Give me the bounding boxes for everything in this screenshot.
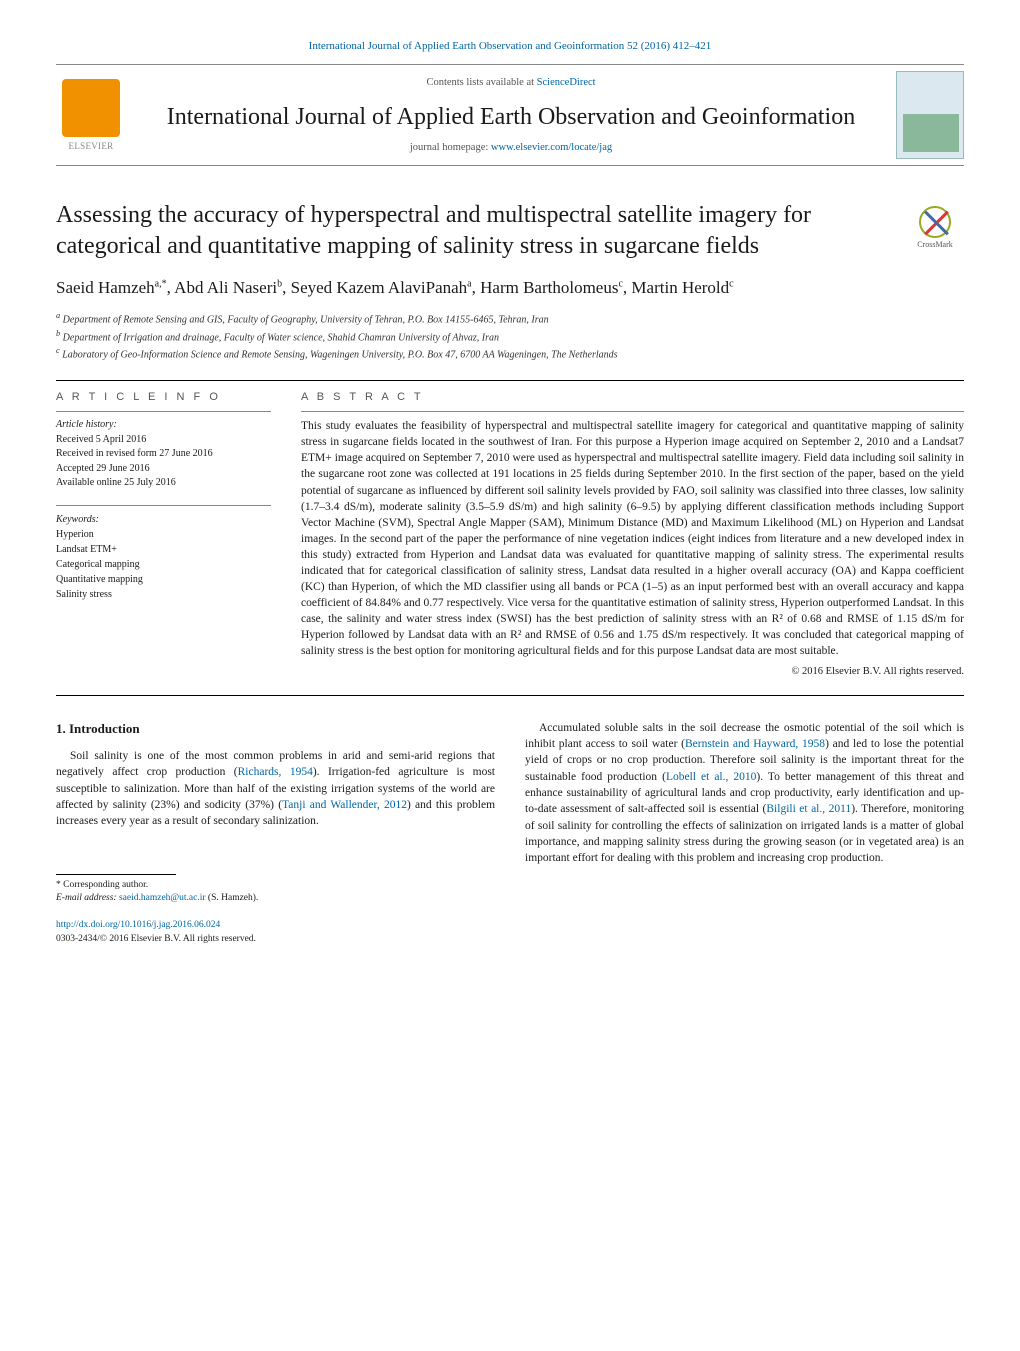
issn-line: 0303-2434/© 2016 Elsevier B.V. All right… [56, 934, 256, 944]
header-rule [56, 165, 964, 166]
crossmark-badge[interactable]: CrossMark [906, 200, 964, 249]
keyword: Categorical mapping [56, 557, 271, 572]
cite-bilgili[interactable]: Bilgili et al., 2011 [766, 803, 851, 815]
abs-rule [301, 411, 964, 412]
crossmark-label: CrossMark [917, 240, 953, 249]
keyword: Salinity stress [56, 587, 271, 602]
contents-prefix: Contents lists available at [426, 77, 536, 88]
title-row: Assessing the accuracy of hyperspectral … [56, 200, 964, 262]
history-accepted: Accepted 29 June 2016 [56, 462, 271, 477]
crossmark-icon [919, 206, 951, 238]
corresponding-author: * Corresponding author. [56, 879, 495, 892]
journal-name: International Journal of Applied Earth O… [140, 102, 882, 132]
authors: Saeid Hamzeha,*, Abd Ali Naserib, Seyed … [56, 276, 964, 300]
article-info-heading: A R T I C L E I N F O [56, 391, 271, 403]
affiliation-line: b Department of Irrigation and drainage,… [56, 328, 964, 345]
keyword: Hyperion [56, 527, 271, 542]
cite-bernstein[interactable]: Bernstein and Hayward, 1958 [685, 738, 825, 750]
email-label: E-mail address: [56, 893, 119, 903]
elsevier-label: ELSEVIER [69, 141, 114, 151]
history-online: Available online 25 July 2016 [56, 476, 271, 491]
top-rule [56, 64, 964, 65]
intro-heading: 1. Introduction [56, 720, 495, 738]
doi-block: http://dx.doi.org/10.1016/j.jag.2016.06.… [56, 919, 495, 946]
intro-para-1: Soil salinity is one of the most common … [56, 748, 495, 830]
elsevier-logo: ELSEVIER [56, 73, 126, 157]
keywords-label: Keywords: [56, 512, 271, 527]
history-revised: Received in revised form 27 June 2016 [56, 447, 271, 462]
meta-abstract-row: A R T I C L E I N F O Article history: R… [56, 391, 964, 676]
email-person: (S. Hamzeh). [206, 893, 259, 903]
cite-richards[interactable]: Richards, 1954 [238, 766, 313, 778]
body-col-left: 1. Introduction Soil salinity is one of … [56, 720, 495, 946]
footnote-block: * Corresponding author. E-mail address: … [56, 874, 495, 906]
history-received: Received 5 April 2016 [56, 433, 271, 448]
footnote-rule [56, 874, 176, 875]
cite-tanji[interactable]: Tanji and Wallender, 2012 [282, 799, 407, 811]
meta-rule-bottom [56, 695, 964, 696]
email-line: E-mail address: saeid.hamzeh@ut.ac.ir (S… [56, 892, 495, 905]
affiliation-line: c Laboratory of Geo-Information Science … [56, 345, 964, 362]
abstract-heading: A B S T R A C T [301, 391, 964, 403]
kw-rule [56, 505, 271, 506]
copyright-line: © 2016 Elsevier B.V. All rights reserved… [301, 666, 964, 677]
journal-citation: International Journal of Applied Earth O… [56, 40, 964, 52]
history-label: Article history: [56, 418, 271, 433]
cite-lobell[interactable]: Lobell et al., 2010 [666, 771, 756, 783]
info-rule [56, 411, 271, 412]
keywords-block: Keywords: HyperionLandsat ETM+Categorica… [56, 512, 271, 602]
keyword: Landsat ETM+ [56, 542, 271, 557]
intro-para-2: Accumulated soluble salts in the soil de… [525, 720, 964, 867]
article-title: Assessing the accuracy of hyperspectral … [56, 200, 890, 262]
homepage-link[interactable]: www.elsevier.com/locate/jag [491, 142, 612, 153]
journal-cover-thumb [896, 71, 964, 159]
meta-rule-top [56, 380, 964, 381]
journal-header: ELSEVIER Contents lists available at Sci… [56, 71, 964, 159]
body-columns: 1. Introduction Soil salinity is one of … [56, 720, 964, 946]
affiliations: a Department of Remote Sensing and GIS, … [56, 310, 964, 362]
abstract-text: This study evaluates the feasibility of … [301, 418, 964, 659]
body-col-right: Accumulated soluble salts in the soil de… [525, 720, 964, 946]
header-center: Contents lists available at ScienceDirec… [140, 77, 882, 153]
abstract-col: A B S T R A C T This study evaluates the… [301, 391, 964, 676]
journal-citation-link[interactable]: International Journal of Applied Earth O… [309, 40, 712, 52]
contents-lists-line: Contents lists available at ScienceDirec… [140, 77, 882, 88]
elsevier-tree-icon [62, 79, 120, 137]
homepage-line: journal homepage: www.elsevier.com/locat… [140, 142, 882, 153]
affiliation-line: a Department of Remote Sensing and GIS, … [56, 310, 964, 327]
sciencedirect-link[interactable]: ScienceDirect [537, 77, 596, 88]
doi-link[interactable]: http://dx.doi.org/10.1016/j.jag.2016.06.… [56, 920, 220, 930]
keyword: Quantitative mapping [56, 572, 271, 587]
email-link[interactable]: saeid.hamzeh@ut.ac.ir [119, 893, 206, 903]
article-history: Article history: Received 5 April 2016 R… [56, 418, 271, 491]
homepage-prefix: journal homepage: [410, 142, 491, 153]
article-info-col: A R T I C L E I N F O Article history: R… [56, 391, 271, 676]
